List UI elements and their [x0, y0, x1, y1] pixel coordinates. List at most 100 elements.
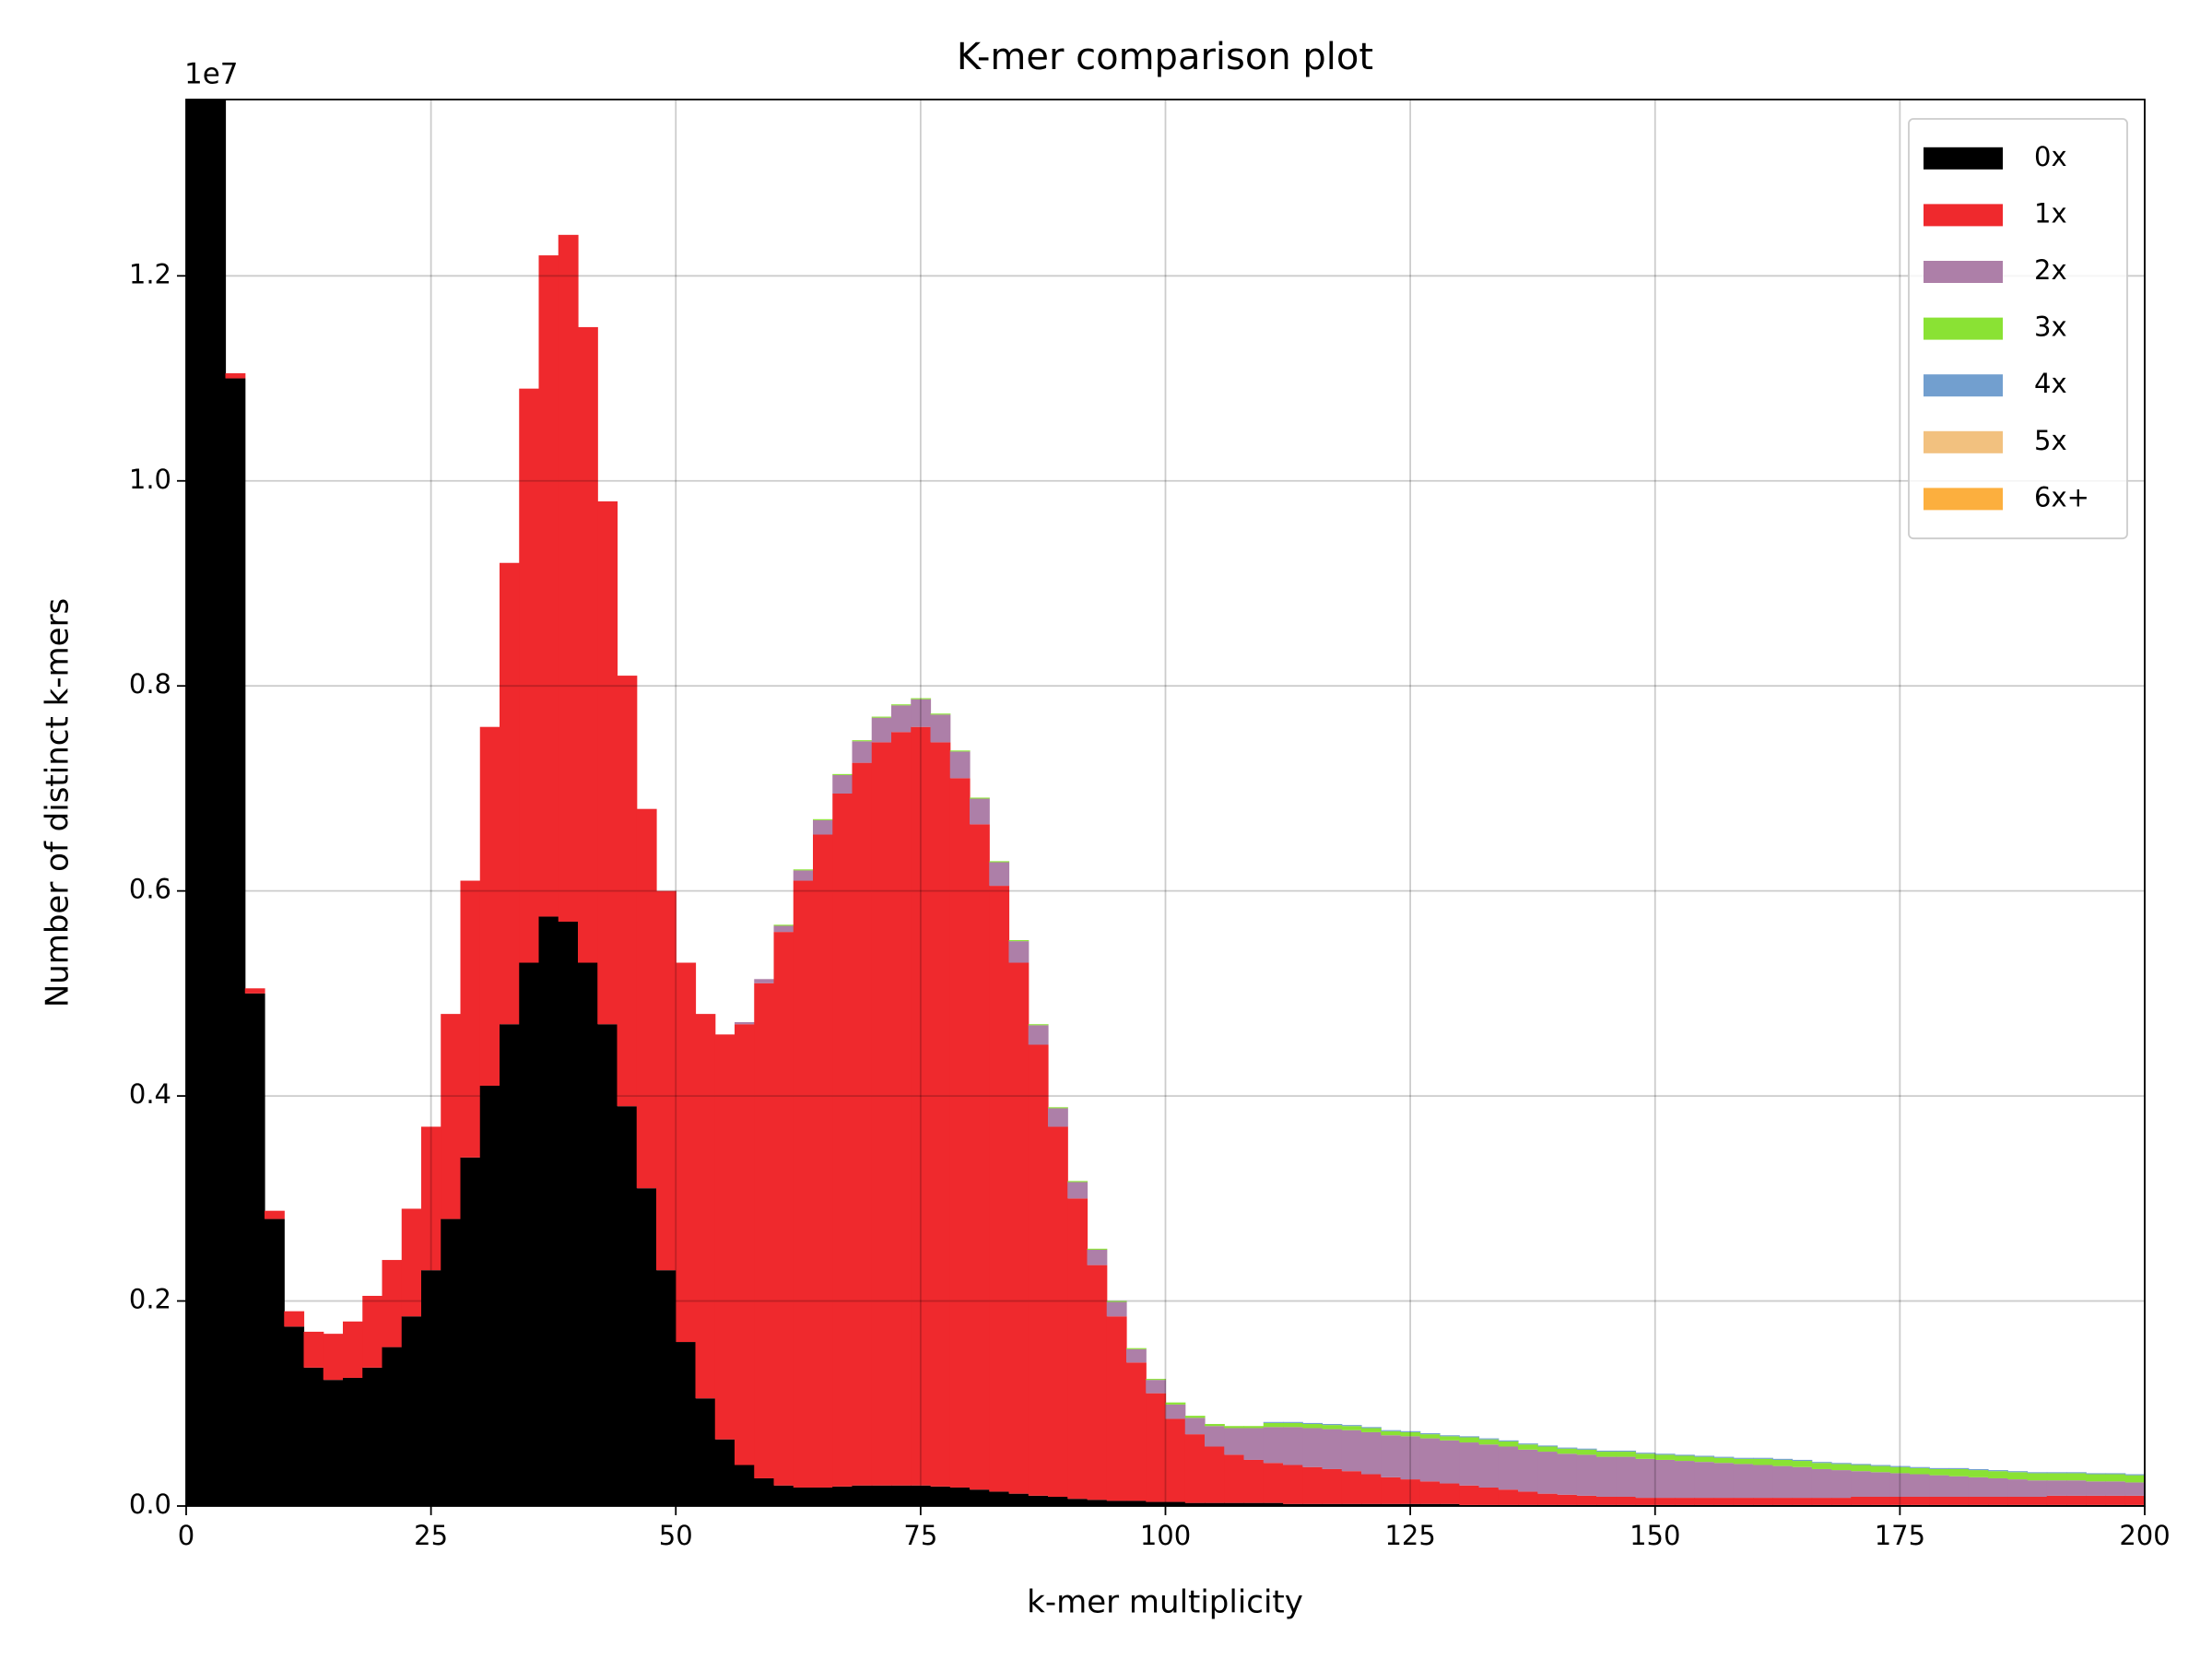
bar [519, 962, 540, 1506]
bar [1224, 1502, 1245, 1506]
plot-frame [185, 99, 2146, 1507]
bar [1126, 1348, 1147, 1363]
bar [1772, 1458, 1794, 1460]
bar [852, 741, 873, 763]
bar [949, 750, 971, 752]
bar [735, 1022, 755, 1025]
bar [578, 962, 598, 1506]
bar [891, 732, 912, 1486]
bar [1322, 1429, 1343, 1469]
bar [1341, 1471, 1362, 1504]
bar [1733, 1457, 1754, 1459]
bar [1518, 1449, 1538, 1492]
bar [813, 1487, 833, 1506]
bar [362, 1367, 383, 1506]
bar [1792, 1466, 1813, 1499]
bar [773, 1485, 794, 1506]
legend-swatch [1924, 488, 2003, 511]
bar [2066, 1495, 2087, 1505]
x-tick-label: 50 [659, 1520, 693, 1551]
y-tick-label: 0.8 [129, 668, 171, 700]
bar [1733, 1458, 1754, 1465]
bar [1851, 1471, 1872, 1497]
bar [558, 234, 579, 923]
bar [2086, 1473, 2107, 1475]
bar [793, 1487, 814, 1506]
x-tick-label: 0 [178, 1520, 194, 1551]
bar [1361, 1503, 1382, 1506]
bar [1948, 1468, 1970, 1477]
bar [970, 798, 990, 825]
bar [1576, 1454, 1597, 1496]
bar [1243, 1459, 1265, 1503]
bar [1400, 1436, 1421, 1480]
bar [1008, 940, 1030, 942]
x-tick-label: 125 [1384, 1520, 1435, 1551]
bar [1263, 1421, 1284, 1423]
bar [1341, 1503, 1362, 1506]
bar [1948, 1467, 1970, 1469]
bar [911, 726, 932, 1486]
bar [1889, 1465, 1911, 1467]
bar [1087, 1248, 1108, 1250]
bar [1694, 1462, 1715, 1499]
bar [2046, 1473, 2067, 1481]
bar [1733, 1498, 1754, 1505]
bar [676, 1342, 697, 1506]
bar [1419, 1433, 1441, 1435]
bar [244, 993, 265, 1506]
bar [1361, 1474, 1382, 1504]
bar [1028, 1044, 1049, 1496]
bar [891, 705, 912, 733]
bar [1537, 1452, 1559, 1494]
bar [1400, 1503, 1421, 1506]
bar [1067, 1182, 1088, 1199]
bar [1126, 1500, 1147, 1506]
bar [911, 699, 932, 727]
bar [2124, 1482, 2145, 1496]
bar [1713, 1498, 1735, 1505]
bar [1322, 1503, 1343, 1506]
bar [832, 793, 853, 1487]
bar [1146, 1379, 1167, 1381]
bar [225, 378, 246, 1506]
bar [1576, 1495, 1597, 1505]
bar [1419, 1434, 1441, 1439]
bar [949, 751, 971, 779]
bar [636, 808, 657, 1189]
bar [1988, 1471, 2008, 1478]
bar [1929, 1496, 1950, 1505]
bar [206, 100, 227, 1506]
y-tick-label: 0.6 [129, 874, 171, 905]
bar [871, 742, 892, 1486]
bar [1302, 1503, 1324, 1506]
bar [2105, 1481, 2126, 1496]
bar [1459, 1436, 1480, 1438]
bar [1713, 1457, 1735, 1464]
bar [793, 870, 814, 881]
bar [1381, 1503, 1402, 1506]
bar [1263, 1422, 1284, 1428]
bar [773, 925, 794, 933]
bar [1537, 1445, 1559, 1447]
bar [1518, 1444, 1538, 1450]
bar [735, 1024, 755, 1465]
bar [871, 716, 892, 718]
x-tick-label: 25 [414, 1520, 448, 1551]
bar [1889, 1466, 1911, 1474]
bar [421, 1126, 441, 1271]
bar [1243, 1426, 1265, 1429]
bar [695, 1398, 716, 1506]
bar [186, 100, 206, 1506]
bar [989, 886, 1010, 1492]
bar [1146, 1393, 1167, 1502]
bar [1889, 1496, 1911, 1505]
bar [1851, 1464, 1872, 1465]
bar [832, 774, 853, 794]
bar [1008, 962, 1030, 1494]
bar [891, 704, 912, 706]
bar [1478, 1444, 1500, 1488]
bar [1302, 1466, 1324, 1504]
bar [382, 1260, 403, 1347]
bar [2124, 1475, 2145, 1483]
